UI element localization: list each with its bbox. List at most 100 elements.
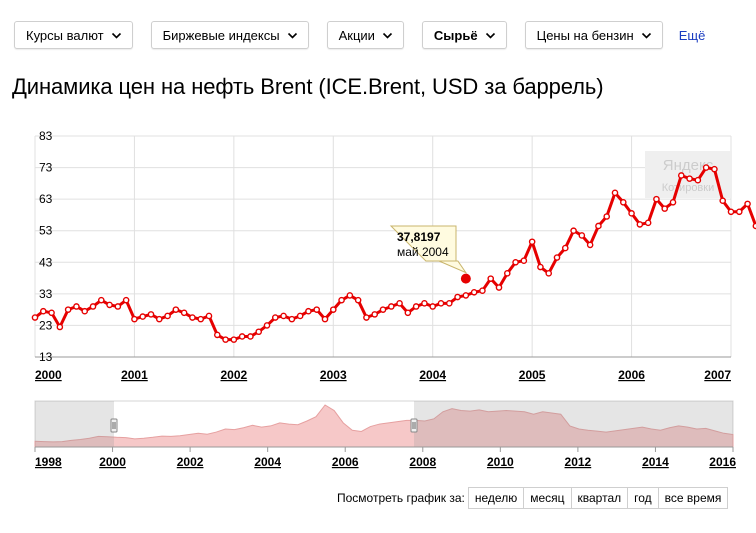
data-point[interactable] bbox=[744, 200, 751, 208]
data-point[interactable] bbox=[48, 309, 55, 317]
data-point[interactable] bbox=[503, 270, 511, 277]
data-point[interactable] bbox=[702, 164, 710, 171]
data-point[interactable] bbox=[619, 198, 627, 206]
data-point[interactable] bbox=[628, 210, 635, 217]
data-point[interactable] bbox=[479, 287, 486, 295]
data-point[interactable] bbox=[338, 296, 345, 304]
data-point[interactable] bbox=[404, 309, 412, 317]
period-all-time-button[interactable]: все время bbox=[657, 487, 729, 509]
data-point[interactable] bbox=[379, 306, 387, 313]
x-tick-label[interactable]: 2000 bbox=[35, 368, 62, 382]
data-point[interactable] bbox=[661, 205, 669, 212]
data-point[interactable] bbox=[114, 303, 122, 310]
period-quarter-button[interactable]: квартал bbox=[570, 487, 629, 509]
menu-shares[interactable]: Акции bbox=[326, 21, 404, 49]
data-point[interactable] bbox=[180, 309, 188, 317]
data-point[interactable] bbox=[56, 323, 64, 331]
data-point[interactable] bbox=[288, 315, 296, 323]
data-point[interactable] bbox=[611, 189, 619, 197]
data-point[interactable] bbox=[313, 306, 321, 313]
data-point[interactable] bbox=[363, 314, 370, 321]
navigator-year-label[interactable]: 2004 bbox=[254, 455, 281, 469]
data-point[interactable] bbox=[89, 303, 97, 310]
x-tick-label[interactable]: 2004 bbox=[419, 368, 446, 382]
menu-stock-indices[interactable]: Биржевые индексы bbox=[150, 21, 309, 49]
data-point[interactable] bbox=[255, 328, 263, 336]
data-point[interactable] bbox=[305, 307, 312, 315]
data-point[interactable] bbox=[247, 333, 254, 340]
data-point[interactable] bbox=[139, 313, 147, 320]
data-point[interactable] bbox=[537, 263, 544, 271]
data-point[interactable] bbox=[495, 284, 503, 291]
data-point[interactable] bbox=[280, 312, 287, 320]
more-link[interactable]: Ещё bbox=[678, 27, 706, 43]
data-point[interactable] bbox=[644, 219, 652, 227]
data-point[interactable] bbox=[64, 306, 72, 313]
data-point[interactable] bbox=[131, 315, 138, 323]
data-point[interactable] bbox=[271, 314, 279, 321]
menu-fuel-prices[interactable]: Цены на бензин bbox=[524, 21, 663, 49]
x-tick-label[interactable]: 2006 bbox=[618, 368, 645, 382]
data-point[interactable] bbox=[238, 333, 246, 340]
x-tick-label[interactable]: 2001 bbox=[121, 368, 148, 382]
data-point[interactable] bbox=[213, 331, 221, 339]
data-point[interactable] bbox=[205, 312, 213, 320]
range-navigator[interactable]: 1998 2000 2002 2004 2006 2008 2010 2012 2014 2016 bbox=[0, 0, 756, 475]
data-point[interactable] bbox=[711, 165, 718, 173]
navigator-year-label[interactable]: 2008 bbox=[409, 455, 436, 469]
data-point[interactable] bbox=[106, 301, 113, 309]
data-point[interactable] bbox=[735, 208, 743, 216]
data-point[interactable] bbox=[412, 303, 420, 310]
data-point[interactable] bbox=[31, 314, 39, 321]
period-year-button[interactable]: год bbox=[627, 487, 659, 509]
period-week-button[interactable]: неделю bbox=[467, 487, 525, 509]
x-tick-label[interactable]: 2007 bbox=[704, 368, 731, 382]
data-point[interactable] bbox=[354, 296, 362, 304]
navigator-handle-left[interactable] bbox=[110, 418, 118, 433]
data-point[interactable] bbox=[73, 303, 80, 310]
data-point[interactable] bbox=[603, 213, 611, 220]
data-point[interactable] bbox=[197, 315, 205, 323]
data-point[interactable] bbox=[147, 311, 155, 318]
data-point[interactable] bbox=[164, 312, 171, 320]
data-point[interactable] bbox=[545, 270, 553, 277]
period-month-button[interactable]: месяц bbox=[523, 487, 572, 509]
data-point[interactable] bbox=[595, 222, 602, 230]
navigator-year-label[interactable]: 2006 bbox=[332, 455, 359, 469]
data-point[interactable] bbox=[155, 315, 163, 323]
data-point[interactable] bbox=[39, 307, 47, 315]
data-point[interactable] bbox=[189, 314, 196, 321]
highlighted-point[interactable] bbox=[460, 273, 471, 284]
data-point[interactable] bbox=[429, 303, 437, 310]
data-point[interactable] bbox=[487, 275, 495, 282]
navigator-year-label[interactable]: 2010 bbox=[487, 455, 514, 469]
data-point[interactable] bbox=[570, 227, 577, 235]
x-tick-label[interactable]: 2002 bbox=[221, 368, 248, 382]
data-point[interactable] bbox=[172, 306, 180, 313]
data-point[interactable] bbox=[371, 311, 379, 318]
data-point[interactable] bbox=[296, 312, 304, 320]
navigator-year-label[interactable]: 2014 bbox=[642, 455, 669, 469]
data-point[interactable] bbox=[727, 208, 735, 216]
data-point[interactable] bbox=[387, 303, 395, 310]
data-point[interactable] bbox=[81, 307, 89, 315]
data-point[interactable] bbox=[263, 322, 271, 329]
navigator-handle-right[interactable] bbox=[410, 418, 418, 433]
data-point[interactable] bbox=[586, 241, 594, 249]
data-point[interactable] bbox=[578, 232, 586, 239]
data-point[interactable] bbox=[396, 300, 403, 307]
navigator-year-label[interactable]: 1998 bbox=[35, 455, 62, 469]
data-point[interactable] bbox=[686, 175, 693, 182]
navigator-year-label[interactable]: 2016 bbox=[709, 455, 736, 469]
menu-currency-rates[interactable]: Курсы валют bbox=[14, 21, 133, 49]
data-point[interactable] bbox=[669, 198, 677, 206]
data-point[interactable] bbox=[321, 315, 329, 323]
data-point[interactable] bbox=[653, 195, 660, 203]
menu-commodities[interactable]: Сырьё bbox=[421, 21, 507, 49]
data-point[interactable] bbox=[421, 300, 428, 307]
data-point[interactable] bbox=[122, 296, 130, 304]
data-point[interactable] bbox=[636, 221, 644, 228]
x-tick-label[interactable]: 2003 bbox=[320, 368, 347, 382]
data-point[interactable] bbox=[462, 292, 470, 299]
data-point[interactable] bbox=[520, 257, 528, 265]
